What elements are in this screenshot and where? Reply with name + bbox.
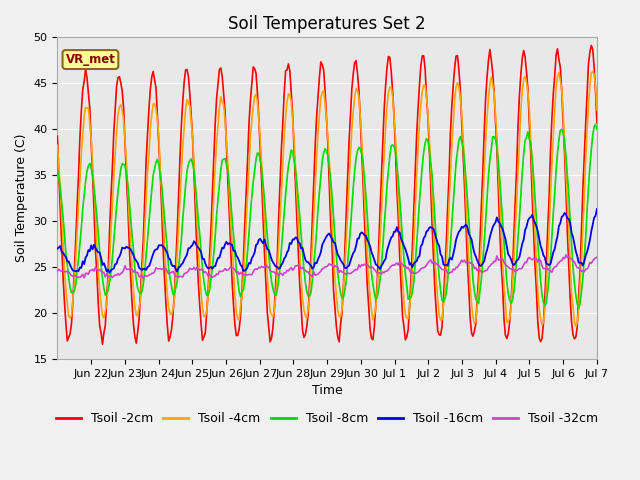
Title: Soil Temperatures Set 2: Soil Temperatures Set 2 <box>228 15 426 33</box>
Y-axis label: Soil Temperature (C): Soil Temperature (C) <box>15 134 28 263</box>
X-axis label: Time: Time <box>312 384 342 397</box>
Legend: Tsoil -2cm, Tsoil -4cm, Tsoil -8cm, Tsoil -16cm, Tsoil -32cm: Tsoil -2cm, Tsoil -4cm, Tsoil -8cm, Tsoi… <box>51 407 604 430</box>
Text: VR_met: VR_met <box>65 53 115 66</box>
